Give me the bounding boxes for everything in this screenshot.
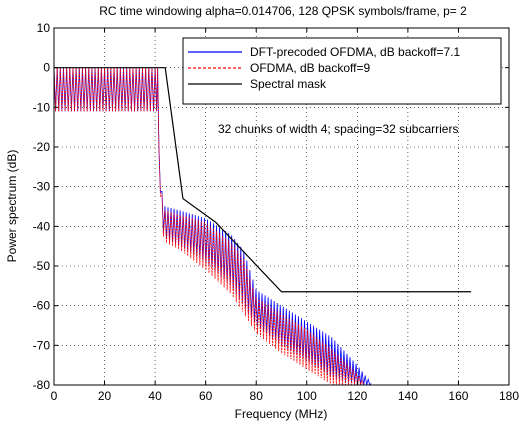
chunks-annotation: 32 chunks of width 4; spacing=32 subcarr… [218,122,458,136]
legend-box [182,37,502,105]
x-tick-label: 160 [448,389,468,403]
y-tick-label: 10 [37,21,51,35]
x-axis-label: Frequency (MHz) [235,407,328,421]
x-tick-label: 140 [398,389,418,403]
mask-layer [54,67,472,293]
series-ofdma [53,67,365,386]
plot-frame [53,27,510,386]
x-tick-label: 180 [499,389,519,403]
x-tick-label: 60 [199,389,213,403]
y-axis-label: Power spectrum (dB) [5,150,19,263]
axis-ticks: 0 20 40 60 80 100 120 140 160 180100-10-20-30-40-… [33,21,519,403]
y-tick-label: -60 [33,299,51,313]
y-tick-label: -40 [33,219,51,233]
plot-area [53,67,372,386]
chart-title: RC time windowing alpha=0.014706, 128 QP… [99,4,467,18]
y-tick-label: -10 [33,100,51,114]
x-tick-label: 80 [250,389,264,403]
x-tick-label: 100 [297,389,317,403]
legend-label-mask: Spectral mask [250,77,327,91]
y-tick-label: -80 [33,378,51,392]
x-tick-label: 0 [51,389,58,403]
x-tick-label: 40 [148,389,162,403]
legend-label-dft: DFT-precoded OFDMA, dB backoff=7.1 [250,45,461,59]
y-tick-label: -20 [33,140,51,154]
y-tick-label: 0 [43,61,50,75]
x-tick-label: 20 [98,389,112,403]
series-spectral-mask [54,67,472,293]
x-tick-label: 120 [347,389,367,403]
legend: DFT-precoded OFDMA, dB backoff=7.1 OFDMA… [182,37,502,105]
y-tick-label: -30 [33,180,51,194]
legend-label-ofdma: OFDMA, dB backoff=9 [250,61,370,75]
y-tick-label: -70 [33,338,51,352]
y-tick-label: -50 [33,259,51,273]
series-dft-precoded-ofdma [53,67,372,386]
